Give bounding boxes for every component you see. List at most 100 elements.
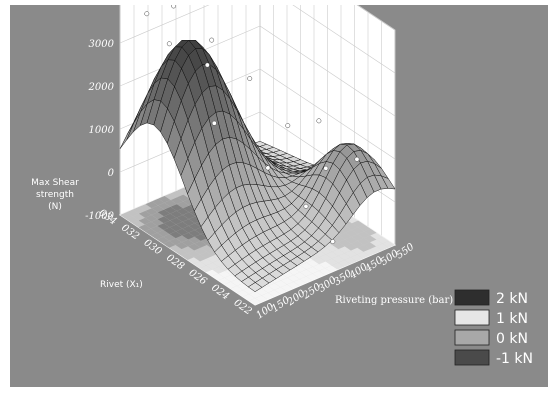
contour-cell — [188, 236, 201, 244]
contour-cell — [175, 242, 188, 250]
contour-cell — [181, 246, 195, 254]
legend-swatch — [454, 349, 490, 366]
contour-cell — [293, 272, 307, 280]
contour-cell — [187, 250, 201, 258]
contour-cell — [150, 225, 164, 233]
contour-cell — [212, 266, 225, 274]
contour-cell — [230, 279, 244, 286]
contour-cell — [169, 231, 182, 239]
contour-cell — [325, 245, 339, 252]
contour-cell — [193, 254, 207, 262]
contour-cell — [338, 232, 352, 240]
contour-cell — [156, 236, 170, 244]
contour-cell — [188, 243, 201, 251]
contour-cell — [212, 260, 225, 267]
contour-cell — [194, 247, 207, 255]
data-point — [303, 203, 309, 209]
contour-cell — [345, 236, 358, 244]
data-point — [144, 11, 150, 17]
z-tick-label: 2000 — [88, 82, 115, 93]
contour-cell — [188, 223, 202, 230]
contour-cell — [144, 228, 157, 236]
contour-cell — [181, 253, 194, 260]
contour-cell — [332, 242, 345, 250]
contour-cell — [144, 221, 158, 229]
contour-cell — [205, 269, 219, 277]
contour-cell — [363, 249, 376, 256]
contour-cell — [120, 212, 133, 220]
contour-cell — [280, 277, 294, 285]
contour-cell — [158, 195, 171, 203]
contour-cell — [338, 260, 351, 267]
contour-cell — [319, 261, 332, 269]
contour-cell — [176, 208, 190, 215]
z-tick-label: 3000 — [89, 39, 115, 50]
surface-cell — [247, 282, 263, 292]
contour-cell — [345, 223, 358, 230]
contour-cell — [151, 205, 165, 213]
contour-cell — [157, 230, 170, 237]
contour-cell — [157, 223, 170, 230]
contour-cell — [151, 219, 164, 226]
contour-cell — [176, 221, 189, 229]
surface-chart: 40003000200010000-1000034032030028026024… — [31, 5, 533, 367]
contour-cell — [224, 275, 237, 282]
contour-cell — [163, 234, 176, 241]
contour-cell — [194, 234, 207, 241]
contour-cell — [249, 291, 262, 299]
contour-cell — [274, 280, 287, 288]
contour-cell — [183, 205, 196, 213]
contour-cell — [306, 260, 320, 267]
chart-frame: 40003000200010000-1000034032030028026024… — [10, 5, 548, 387]
contour-cell — [363, 242, 377, 250]
contour-cell — [206, 255, 219, 263]
contour-cell — [236, 283, 250, 290]
contour-cell — [338, 253, 351, 260]
contour-cell — [325, 258, 338, 266]
contour-cell — [158, 202, 171, 210]
legend-label: 2 kN — [496, 291, 528, 307]
z-axis-label-2: strength — [36, 190, 74, 200]
contour-cell — [170, 210, 183, 218]
contour-cell — [318, 268, 332, 275]
contour-cell — [126, 216, 139, 224]
contour-cell — [150, 232, 164, 240]
contour-cell — [344, 250, 357, 258]
contour-cell — [325, 251, 339, 259]
contour-cell — [200, 251, 213, 259]
z-axis-label-1: Max Shear — [31, 178, 79, 188]
contour-cell — [351, 234, 364, 241]
data-point — [354, 156, 360, 162]
contour-cell — [338, 246, 351, 254]
contour-cell — [175, 249, 188, 256]
contour-cell — [151, 198, 165, 206]
contour-cell — [242, 294, 256, 301]
data-points — [144, 5, 360, 245]
contour-cell — [344, 257, 357, 265]
data-point — [316, 118, 322, 124]
contour-cell — [132, 220, 145, 228]
contour-cell — [199, 265, 213, 273]
contour-cell — [338, 239, 352, 247]
contour-cell — [344, 243, 358, 251]
data-point — [323, 165, 329, 171]
contour-cell — [300, 269, 313, 277]
contour-cell — [248, 298, 262, 305]
contour-cell — [268, 290, 281, 297]
rivet-tick-label: 034 — [97, 207, 119, 227]
contour-cell — [370, 232, 383, 240]
contour-cell — [312, 264, 326, 271]
contour-cell — [145, 215, 158, 222]
contour-cell — [351, 240, 364, 248]
contour-cell — [170, 190, 184, 198]
contour-cell — [170, 197, 184, 205]
contour-cell — [293, 279, 306, 286]
contour-cell — [176, 201, 190, 209]
contour-cell — [182, 219, 195, 226]
contour-cell — [132, 206, 146, 214]
data-point — [265, 165, 271, 171]
response-surface — [119, 39, 396, 292]
contour-cell — [261, 292, 275, 300]
contour-cell — [163, 240, 176, 248]
contour-cell — [357, 238, 370, 245]
